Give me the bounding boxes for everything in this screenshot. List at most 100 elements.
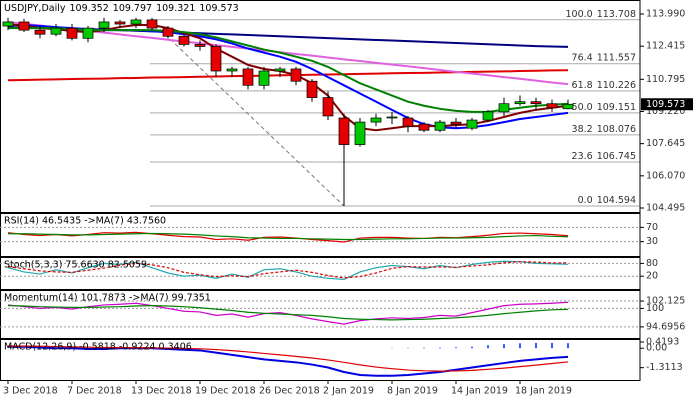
histogram-bar [551, 342, 553, 349]
current-price: 109.573 [646, 99, 685, 110]
y-tick-label: 0.00 [646, 343, 667, 354]
y-tick-label: 0.4193 [646, 336, 679, 347]
y-tick-label: -1.3113 [646, 362, 683, 373]
fib-label: 0.0 104.594 [578, 194, 636, 205]
y-tick-label: 113.990 [646, 8, 685, 19]
histogram-bar [519, 343, 521, 349]
fib-price: 111.557 [597, 52, 636, 63]
histogram-bar [503, 344, 505, 349]
fib-ratio: 61.8 [572, 79, 593, 90]
fib-diagonal [149, 19, 345, 207]
candle-body [114, 21, 126, 25]
x-tick-label: 26 Dec 2018 [259, 386, 320, 397]
candle-body [498, 103, 510, 113]
chart-title: USDJPY,Daily 109.352 109.797 109.321 109.573 [4, 3, 239, 14]
candle-body [210, 46, 222, 72]
series-line [7, 305, 569, 321]
pane-title: Momentum(14) 101.7873 ->MA(7) 99.7351 [4, 293, 211, 304]
histogram-bar [567, 343, 569, 349]
candle-body [370, 117, 382, 123]
fib-ratio: 76.4 [572, 52, 593, 63]
candle-body [562, 103, 574, 110]
candle-body [354, 121, 366, 145]
ohlc-high: 109.797 [113, 3, 152, 14]
candle-body [146, 19, 158, 29]
series-line [7, 69, 569, 82]
ohlc-close: 109.573 [199, 3, 238, 14]
y-tick-label: 20 [646, 271, 658, 282]
candle-body [546, 103, 558, 109]
y-tick-label: 80 [646, 258, 658, 269]
fib-label: 23.6 106.745 [572, 151, 636, 162]
candle-body [466, 119, 478, 129]
pane: 80 20 Stoch(5,3,3) 75.6630 82.5059 [0, 257, 658, 290]
pane: 113.990 112.415 110.795 109.220 107.645 106.0… [0, 0, 693, 214]
candle-body [178, 35, 190, 45]
candle-body [274, 68, 286, 72]
fib-ratio: 0.0 [578, 194, 593, 205]
histogram-bar [471, 346, 473, 349]
fib-label: 100.0 113.708 [566, 8, 637, 19]
candle-body [130, 19, 142, 25]
candle-body [418, 123, 430, 131]
candle-body [50, 27, 62, 35]
x-tick-label: 14 Jan 2019 [451, 386, 508, 397]
y-tick-label: 107.645 [646, 138, 685, 149]
candle-body [306, 80, 318, 98]
symbol: USDJPY,Daily [4, 3, 66, 14]
y-tick-label: 94.6956 [646, 321, 685, 332]
y-tick-label: 102.125 [646, 296, 685, 307]
candle-body [258, 70, 270, 86]
candle-body [66, 27, 78, 39]
y-tick-label: 112.415 [646, 41, 685, 52]
y-tick-label: 109.220 [646, 106, 685, 117]
pane-title: RSI(14) 46.5435 ->MA(7) 43.7560 [4, 216, 166, 227]
series-line [8, 345, 569, 377]
x-tick-label: 2 Jan 2019 [323, 386, 374, 397]
histogram-bar [487, 345, 489, 349]
ohlc-low: 109.321 [156, 3, 195, 14]
candle-body [226, 68, 238, 72]
series-line [7, 261, 569, 279]
candle-body [434, 121, 446, 131]
series-line [7, 20, 569, 86]
x-tick-label: 7 Dec 2018 [67, 386, 122, 397]
pane-title: MACD(12,26,9) -0.5818 -0.9224 0.3406 [4, 342, 192, 353]
y-tick-label: 104.495 [646, 203, 685, 214]
series-line [7, 345, 569, 372]
candle-body [402, 117, 414, 127]
fib-price: 104.594 [597, 194, 636, 205]
candle-body [82, 27, 94, 39]
candle-body [290, 68, 302, 82]
fib-label: 38.2 108.076 [572, 123, 636, 134]
histogram-bar [423, 347, 425, 349]
fib-ratio: 100.0 [566, 8, 593, 19]
fib-price: 106.745 [597, 151, 636, 162]
fib-label: 61.8 110.226 [572, 79, 636, 90]
series-line [8, 27, 569, 113]
candle-body [322, 97, 334, 117]
histogram-bar [455, 347, 457, 349]
y-tick-label: 70 [646, 222, 658, 233]
candle-body [514, 101, 526, 105]
y-tick-label: 106.070 [646, 170, 685, 181]
price-marker [641, 98, 693, 111]
fib-price: 109.151 [597, 101, 636, 112]
candle-body [242, 68, 254, 86]
x-tick-label: 13 Dec 2018 [131, 386, 192, 397]
fib-price: 113.708 [597, 8, 636, 19]
series-line [7, 231, 569, 243]
series-line [8, 232, 569, 241]
candle-body [482, 111, 494, 121]
fib-ratio: 38.2 [572, 123, 593, 134]
histogram-bar [439, 347, 441, 349]
candle-body [34, 29, 46, 35]
fib-price: 110.226 [597, 79, 636, 90]
fib-ratio: 23.6 [572, 151, 593, 162]
y-tick-label: 100 [646, 303, 664, 314]
candle-body [18, 21, 30, 31]
pane-title: Stoch(5,3,3) 75.6630 82.5059 [4, 260, 147, 271]
candle-body [98, 21, 110, 29]
